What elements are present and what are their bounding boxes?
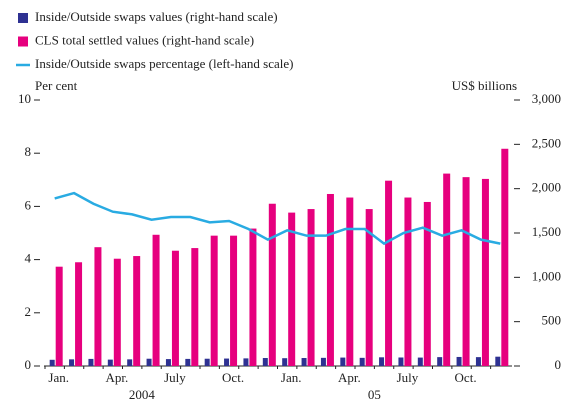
x-tick-label: July [164,370,186,385]
bar [398,357,404,366]
bar [307,209,315,366]
year-label: 2004 [129,387,156,402]
y-tick-label: 8 [25,144,32,159]
bar [346,197,354,366]
bar [320,357,326,366]
bar [288,212,296,366]
x-tick-label: July [397,370,419,385]
bar [55,266,63,366]
year-label: 05 [368,387,381,402]
bar [88,358,94,366]
bar [224,358,230,366]
bar [185,358,191,366]
bar [113,258,121,366]
bar [127,359,133,366]
x-tick-label: Apr. [338,370,361,385]
x-tick-label: Oct. [222,370,244,385]
bar [49,359,55,366]
y2-tick-label: 1,000 [532,268,561,283]
bar [107,359,113,366]
y-axis-label: Per cent [35,78,78,93]
bar [210,235,218,366]
y2-tick-label: 3,000 [532,91,561,106]
bar [230,235,238,366]
bar [501,148,509,366]
bar [359,357,365,366]
bar [365,209,373,366]
legend-label: Inside/Outside swaps values (right-hand … [35,9,278,24]
bar [204,358,210,366]
bar [243,358,249,366]
bar [417,357,423,366]
bar [146,358,152,366]
bar [282,358,288,366]
x-tick-label: Jan. [48,370,69,385]
bar [456,356,462,366]
bar [165,359,171,366]
bar [171,250,179,366]
bar [268,203,276,366]
bar [423,201,431,366]
bar [385,180,393,366]
x-tick-label: Apr. [105,370,128,385]
bar [437,357,443,366]
bar [301,358,307,366]
bar [404,197,412,366]
x-tick-label: Oct. [455,370,477,385]
y-tick-label: 2 [25,304,32,319]
y2-axis-label: US$ billions [452,78,517,93]
y2-tick-label: 0 [555,357,562,372]
bar [481,178,489,366]
bar [69,359,75,366]
y2-tick-label: 2,000 [532,180,561,195]
line [54,191,501,246]
bar [340,357,346,366]
bar [191,248,199,366]
bar [75,262,83,366]
y2-tick-label: 1,500 [532,224,561,239]
y-tick-label: 0 [25,357,32,372]
bar [326,193,334,366]
bar [262,358,268,366]
legend-swatch [18,13,28,23]
y-tick-label: 4 [25,251,32,266]
bar [249,228,257,366]
bar [475,357,481,366]
legend-label: CLS total settled values (right-hand sca… [35,32,254,47]
y-tick-label: 10 [18,91,31,106]
bar [462,177,470,366]
x-tick-label: Jan. [281,370,302,385]
legend-swatch [18,36,28,47]
bar [495,356,501,366]
bar [133,256,141,366]
y2-tick-label: 500 [542,313,562,328]
bar [443,173,451,366]
y2-tick-label: 2,500 [532,135,561,150]
bar [152,234,160,366]
bar [94,247,102,366]
y-tick-label: 6 [25,197,32,212]
legend-label: Inside/Outside swaps percentage (left-ha… [35,56,293,71]
bar [379,357,385,366]
